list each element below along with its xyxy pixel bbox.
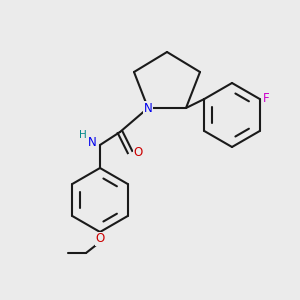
Text: O: O — [134, 146, 142, 158]
Text: H: H — [79, 130, 87, 140]
Text: N: N — [88, 136, 96, 149]
Text: F: F — [262, 92, 269, 106]
Text: O: O — [95, 232, 105, 245]
Text: N: N — [144, 101, 152, 115]
